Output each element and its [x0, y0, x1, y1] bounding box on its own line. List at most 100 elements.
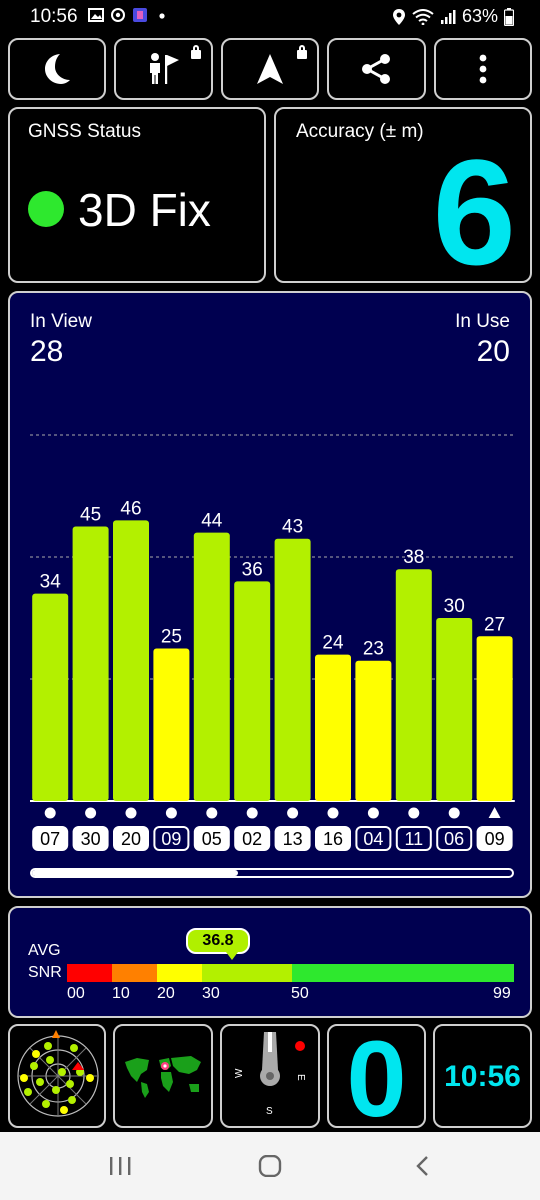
bar-value-label: 38 [403, 547, 424, 568]
accuracy-title: Accuracy (± m) [296, 121, 424, 142]
snr-tick: 50 [291, 985, 309, 1002]
bar-value-label: 27 [484, 614, 505, 635]
lock-icon [190, 45, 201, 59]
satellite-id-label: 04 [363, 829, 383, 849]
snr-bar [315, 654, 351, 801]
gnss-status-panel[interactable]: GNSS Status 3D Fix [8, 107, 266, 283]
snr-scale-segment [112, 964, 157, 982]
bar-value-label: 23 [363, 639, 384, 660]
fix-status-indicator [28, 191, 64, 227]
satellite-id-badge [436, 826, 473, 851]
gnss-status-title: GNSS Status [28, 121, 141, 142]
in-use-count: 20 [476, 335, 510, 368]
scrollbar-thumb[interactable] [32, 870, 239, 876]
recent-apps-icon [110, 1157, 131, 1175]
snr-tick: 00 [67, 985, 85, 1002]
snr-bar [32, 593, 69, 801]
snr-average-panel[interactable]: 36.8 AVG SNR 00 10 20 30 50 99 [8, 906, 532, 1018]
person-flag-button[interactable] [114, 38, 213, 100]
satellite-id-badge [234, 826, 271, 851]
snr-bar [234, 581, 271, 801]
satellite-id-badge [193, 826, 230, 851]
circle-marker [125, 807, 137, 819]
snr-scale-bar [67, 964, 514, 982]
signal-icon [440, 9, 456, 24]
snr-bar [113, 520, 149, 801]
circle-marker [206, 807, 218, 819]
bar-value-label: 24 [322, 633, 344, 654]
snr-bar [476, 636, 513, 801]
share-icon [362, 54, 391, 84]
bar-value-label: 43 [282, 517, 303, 538]
in-view-count: 28 [30, 335, 64, 368]
battery-percent: 63% [461, 6, 498, 26]
satellite-id-badge [476, 826, 513, 851]
bar-value-label: 30 [444, 596, 465, 617]
bar-value-label: 36 [242, 559, 263, 580]
back-button[interactable] [402, 1150, 442, 1182]
image-icon [88, 8, 104, 22]
back-icon [416, 1156, 428, 1176]
satellite-id-label: 05 [202, 829, 222, 849]
sky-view-tile[interactable] [8, 1024, 106, 1128]
snr-bar [355, 660, 392, 801]
navigation-bar [0, 1132, 540, 1200]
bar-value-label: 25 [161, 627, 182, 648]
snr-bar [436, 618, 473, 801]
circle-marker [246, 807, 258, 819]
big-value: 0 [346, 1024, 407, 1128]
world-map-icon [123, 1054, 205, 1098]
snr-label: SNR [28, 964, 62, 981]
navigation-button[interactable] [220, 38, 320, 100]
clock-tile[interactable]: 10:56 [433, 1024, 532, 1128]
share-button[interactable] [327, 38, 426, 100]
compass-east-label: E [295, 1074, 306, 1081]
navigation-arrow-icon [257, 54, 284, 84]
night-mode-button[interactable] [8, 38, 107, 100]
accuracy-panel[interactable]: Accuracy (± m) 6 [274, 107, 532, 287]
home-button[interactable] [250, 1150, 290, 1182]
snr-average-value: 36.8 [186, 928, 250, 960]
snr-tick: 30 [202, 985, 220, 1002]
toolbar [8, 38, 533, 100]
satellite-id-badge [153, 826, 190, 851]
recent-apps-button[interactable] [100, 1150, 140, 1182]
compass-west-label: W [234, 1068, 245, 1078]
home-icon [258, 1155, 282, 1177]
snr-tick: 99 [493, 985, 511, 1002]
satellite-id-label: 09 [485, 829, 505, 849]
snr-scale-segment [157, 964, 202, 982]
circle-marker [287, 807, 299, 819]
lock-icon [297, 45, 308, 59]
circle-marker [327, 807, 339, 819]
satellite-signal-panel[interactable]: In View 28 In Use 20 34 07 45 30 46 20 25 09 44 0… [8, 291, 532, 898]
satellite-id-badge [32, 826, 69, 851]
location-icon [392, 8, 405, 25]
sky-plot-icon [17, 1030, 99, 1117]
satellite-id-label: 13 [283, 829, 303, 849]
battery-icon [504, 7, 514, 26]
snr-bar [395, 569, 432, 801]
satellite-scrollbar[interactable] [30, 868, 514, 878]
satellite-count-tile[interactable]: 0 [327, 1024, 426, 1128]
circle-marker [165, 807, 177, 819]
snr-bar [153, 648, 190, 801]
more-menu-button[interactable] [433, 38, 533, 100]
snr-bar-chart: 34 07 45 30 46 20 25 09 44 05 36 02 43 13 24 16 23 04 38 11… [30, 434, 515, 851]
person-flag-icon [149, 53, 179, 84]
at-sign-icon [111, 8, 125, 22]
world-map-tile[interactable] [113, 1024, 213, 1128]
bar-value-label: 44 [201, 511, 223, 532]
accuracy-value: 6 [432, 128, 516, 296]
satellite-id-badge [395, 826, 432, 851]
satellite-id-label: 07 [40, 829, 60, 849]
triangle-marker [488, 807, 501, 818]
satellite-id-badge [274, 826, 311, 851]
in-view-label: In View [30, 311, 92, 332]
clock-value: 10:56 [444, 1060, 521, 1093]
satellite-id-label: 16 [323, 829, 343, 849]
satellite-id-badge [315, 826, 351, 851]
app-icon [133, 8, 147, 22]
circle-marker [85, 807, 97, 819]
compass-tile[interactable]: W E S [220, 1024, 320, 1128]
